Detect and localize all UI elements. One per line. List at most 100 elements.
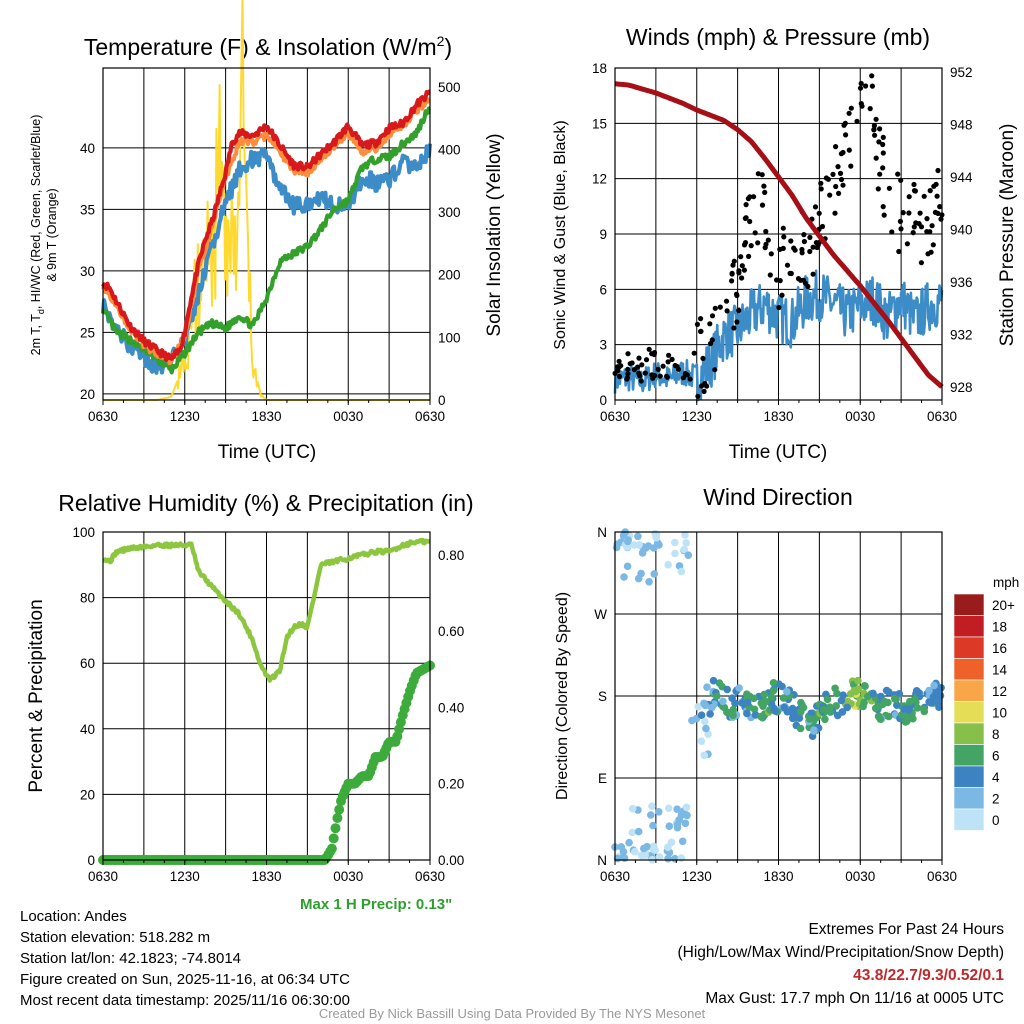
gust-point — [729, 271, 735, 277]
latlon-text: Station lat/lon: 42.1823; -74.8014 — [20, 950, 242, 967]
direction-point — [628, 828, 637, 837]
gust-point — [651, 350, 658, 356]
humidity-title: Relative Humidity (%) & Precipitation (i… — [58, 490, 473, 516]
gust-point — [687, 376, 693, 382]
gust-point — [636, 355, 642, 361]
gust-point — [830, 171, 836, 177]
y2-tick-label: 100 — [438, 330, 461, 345]
gust-point — [624, 375, 631, 381]
x-tick-label: 1830 — [763, 869, 793, 884]
direction-point — [671, 538, 679, 547]
direction-point — [649, 845, 658, 854]
y2-tick-label: 0.40 — [438, 700, 464, 715]
recent-data-text: Most recent data timestamp: 2025/11/16 0… — [20, 992, 350, 1009]
gust-point — [734, 319, 740, 325]
gust-point — [872, 132, 878, 138]
gust-point — [896, 248, 902, 255]
direction-point — [619, 531, 628, 540]
gust-point — [627, 361, 633, 367]
gust-point — [698, 328, 704, 335]
direction-point — [667, 838, 676, 847]
gust-point — [873, 155, 879, 161]
direction-point — [821, 715, 829, 724]
gust-point — [814, 244, 820, 251]
temperature-panel: Temperature (F) & Insolation (W/m2) Time… — [29, 0, 505, 463]
direction-point — [634, 532, 642, 541]
winds-title: Winds (mph) & Pressure (mb) — [626, 24, 930, 50]
gust-point — [625, 371, 631, 377]
gust-point — [781, 234, 787, 240]
x-tick-label: 0630 — [600, 869, 630, 884]
gust-point — [665, 359, 671, 365]
gust-point — [818, 180, 824, 186]
x-tick-label: 0030 — [333, 869, 363, 884]
colorbar-unit: mph — [993, 575, 1019, 590]
colorbar-swatch — [953, 658, 985, 681]
y-tick-label: 0 — [87, 853, 95, 868]
gust-point — [748, 243, 754, 249]
y-tick-label: 3 — [599, 338, 607, 353]
gust-point — [807, 234, 813, 240]
gust-point — [717, 304, 723, 310]
gust-point — [837, 170, 844, 176]
y-tick-label: 100 — [72, 525, 95, 540]
direction-point — [826, 708, 835, 716]
gust-point — [777, 278, 783, 284]
direction-point — [619, 853, 628, 861]
direction-point — [697, 737, 706, 745]
direction-point — [929, 693, 938, 701]
colorbar-swatch — [953, 701, 985, 724]
direction-point — [704, 730, 712, 738]
direction-point — [655, 808, 663, 816]
gust-point — [743, 202, 749, 208]
colorbar-label: 8 — [992, 727, 1000, 742]
y-tick-label: 25 — [80, 325, 95, 340]
gust-point — [631, 367, 638, 373]
gust-point — [664, 373, 670, 379]
direction-point — [738, 699, 746, 707]
direction-point — [783, 687, 791, 696]
direction-point — [671, 854, 679, 863]
gust-point — [854, 118, 860, 124]
direction-point — [631, 847, 639, 856]
gust-point — [655, 366, 661, 372]
gust-point — [857, 85, 864, 91]
direction-point — [649, 821, 657, 830]
x-tick-label: 0030 — [333, 409, 363, 424]
gust-point — [928, 249, 934, 255]
x-tick-label: 1230 — [170, 409, 200, 424]
y2-tick-label: 500 — [438, 80, 461, 95]
direction-point — [904, 706, 913, 714]
direction-point — [911, 695, 919, 703]
gust-point — [848, 105, 854, 111]
station-info: Location: Andes Station elevation: 518.2… — [20, 906, 350, 1011]
colorbar-label: 6 — [992, 748, 1000, 763]
direction-point — [641, 851, 649, 859]
x-tick-label: 1830 — [251, 869, 281, 884]
x-tick-label: 0630 — [600, 409, 630, 424]
gust-point — [932, 209, 939, 215]
y-tick-label: 6 — [599, 282, 607, 297]
y-tick-label: N — [597, 853, 607, 868]
gust-point — [741, 267, 748, 273]
gust-point — [680, 375, 687, 381]
y2-tick-label: 0.00 — [438, 853, 464, 868]
pressure-ylabel: Station Pressure (Maroon) — [997, 124, 1018, 347]
gust-point — [788, 238, 794, 244]
colorbar-label: 18 — [992, 619, 1007, 634]
direction-point — [823, 695, 832, 704]
gust-point — [869, 83, 876, 89]
gust-point — [795, 276, 802, 282]
speed-colorbar: mph 20+ 18 16 14 12 10 8 6 4 2 0 — [953, 575, 1019, 831]
direction-point — [854, 685, 863, 693]
gust-point — [833, 144, 839, 150]
direction-point — [675, 562, 684, 570]
direction-point — [680, 545, 688, 554]
y2-tick-label: 0.20 — [438, 777, 464, 792]
y-tick-label: 80 — [80, 591, 95, 606]
max-gust-text: Max Gust: 17.7 mph On 11/16 at 0005 UTC — [705, 990, 1004, 1007]
gust-point — [807, 248, 813, 255]
gust-point — [707, 321, 713, 327]
colorbar-label: 12 — [992, 684, 1007, 699]
gust-point — [694, 321, 701, 327]
